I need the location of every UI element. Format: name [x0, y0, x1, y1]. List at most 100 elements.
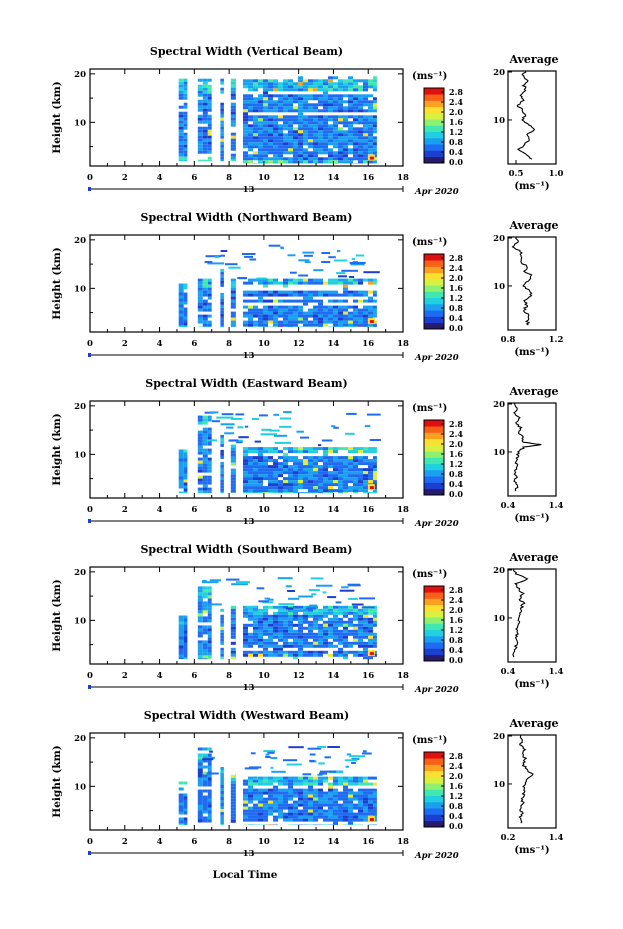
heatmap-cell: [358, 115, 363, 119]
heatmap-cell: [197, 777, 203, 781]
day-label: 13: [243, 185, 255, 195]
heatmap-cell: [253, 142, 258, 146]
heatmap-cell: [197, 487, 203, 491]
heatmap-cell: [373, 447, 377, 451]
colorbar-segment: [424, 316, 444, 324]
heatmap-cell: [328, 623, 333, 627]
heatmap-cell: [258, 326, 263, 328]
heatmap-cell: [273, 806, 278, 810]
heatmap-cell: [248, 127, 253, 131]
heatmap-cell: [207, 135, 212, 139]
heatmap-cell: [278, 94, 283, 98]
heatmap-cell: [220, 449, 224, 453]
heatmap-cell: [202, 643, 208, 647]
heatmap-cell: [353, 483, 358, 487]
heatmap-cell: [243, 151, 248, 155]
heatmap-cell: [328, 465, 333, 469]
scattered-echo: [209, 411, 219, 414]
colorbar-tick-label: 2.4: [449, 97, 463, 107]
heatmap-cell: [313, 103, 318, 107]
heatmap-cell: [197, 102, 203, 106]
heatmap-cell: [202, 753, 208, 757]
heatmap-cell: [363, 290, 368, 294]
heatmap-cell: [288, 94, 293, 98]
x-tick-label: 18: [397, 173, 409, 183]
heatmap-cell: [220, 298, 224, 302]
heatmap-cell: [258, 489, 263, 493]
heatmap-cell: [338, 160, 343, 164]
heatmap-cell: [323, 127, 328, 131]
heatmap-cell: [318, 139, 323, 143]
day-start-marker: [88, 519, 91, 523]
heatmap-cell: [283, 106, 288, 110]
heatmap-cell: [220, 635, 224, 639]
heatmap-cell: [368, 79, 373, 83]
heatmap-cell: [207, 804, 212, 808]
heatmap-cell: [263, 293, 268, 297]
heatmap-cell: [230, 123, 236, 127]
heatmap-cell: [353, 94, 358, 98]
heatmap-cell: [373, 326, 377, 328]
heatmap-cell: [243, 635, 248, 639]
heatmap-cell: [373, 818, 377, 822]
heatmap-cell: [263, 136, 268, 140]
heatmap-cell: [248, 474, 253, 478]
heatmap-cell: [373, 82, 377, 86]
heatmap-cell: [373, 635, 377, 639]
heatmap-cell: [353, 157, 358, 161]
heatmap-cell: [318, 815, 323, 819]
heatmap-cell: [323, 797, 328, 801]
average-profile-line: [511, 236, 533, 326]
heatmap-cell: [333, 653, 338, 657]
heatmap-cell: [220, 773, 224, 776]
heatmap-cell: [283, 284, 288, 288]
scattered-echo: [267, 751, 275, 754]
heatmap-cell: [183, 90, 188, 94]
heatmap-cell: [328, 797, 333, 801]
heatmap-cell: [363, 311, 368, 315]
scattered-echo: [347, 583, 360, 586]
heatmap-cell: [288, 311, 293, 315]
heatmap-cell: [298, 635, 303, 639]
heatmap-cell: [368, 106, 373, 110]
heatmap-cell: [207, 759, 212, 763]
heatmap-cell: [343, 284, 348, 288]
heatmap-cell: [288, 459, 293, 463]
heatmap-cell: [178, 464, 184, 468]
heatmap-cell: [368, 121, 373, 125]
heatmap-cell: [207, 436, 212, 440]
heatmap-cell: [373, 611, 377, 615]
heatmap-cell: [303, 492, 308, 494]
heatmap-cell: [207, 466, 212, 470]
heatmap-cell: [197, 816, 203, 820]
colorbar-segment: [424, 457, 444, 465]
heatmap-cell: [373, 788, 377, 792]
heatmap-cell: [308, 103, 313, 107]
heatmap-cell: [288, 79, 293, 83]
heatmap-cell: [248, 88, 253, 92]
scattered-echo: [285, 607, 294, 610]
heatmap-cell: [353, 465, 358, 469]
heatmap-cell: [343, 629, 348, 633]
heatmap-cell: [303, 486, 308, 490]
heatmap-cell: [283, 653, 288, 657]
heatmap-cell: [248, 471, 253, 475]
heatmap-cell: [318, 641, 323, 645]
heatmap-cell: [278, 139, 283, 143]
heatmap-cell: [368, 608, 373, 612]
heatmap-cell: [283, 608, 288, 612]
heatmap-cell: [207, 643, 212, 647]
heatmap-cell: [202, 601, 208, 605]
heatmap-cell: [333, 468, 338, 472]
heatmap-cell: [338, 471, 343, 475]
heatmap-cell: [328, 320, 333, 324]
hot-spot-core: [369, 818, 374, 822]
heatmap-cell: [358, 160, 363, 164]
heatmap-cell: [338, 779, 343, 783]
heatmap-cell: [298, 468, 303, 472]
scattered-echo: [229, 439, 239, 442]
heatmap-cell: [373, 797, 377, 801]
x-tick-label: 14: [328, 837, 340, 847]
heatmap-cell: [253, 79, 258, 83]
